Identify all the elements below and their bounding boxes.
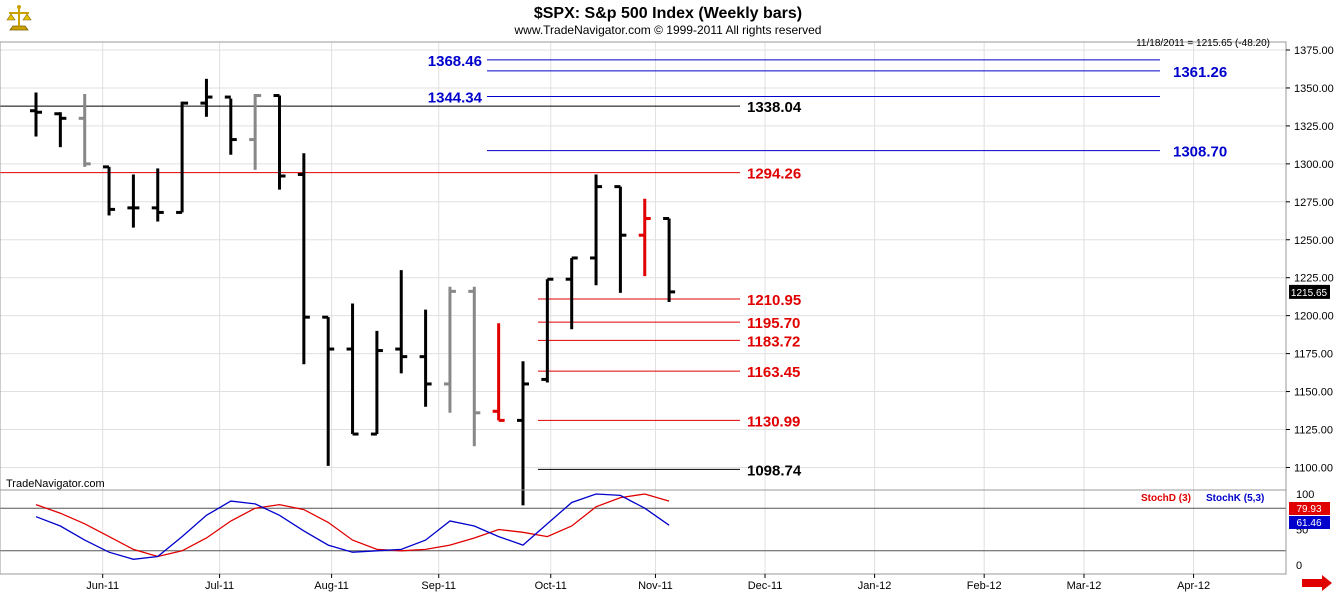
month-tick-label: Mar-12 [1067,580,1102,592]
ohlc-bar [127,174,140,228]
month-tick-label: Dec-11 [748,580,783,592]
month-tick-label: Aug-11 [314,580,349,592]
ohlc-bar [346,303,359,436]
level-lines: 1368.46 1361.26 1344.34 1338.04 1308.70 1294.… [0,53,1227,479]
svg-text:61.46: 61.46 [1296,518,1321,529]
ohlc-bar [103,165,116,216]
level-label: 1368.46 [428,53,482,70]
ohlc-bar [176,101,189,214]
level-label: 1098.74 [747,462,802,479]
month-tick-label: Jul-11 [205,580,234,592]
month-tick-label: Nov-11 [638,580,673,592]
ohlc-bar [249,94,262,170]
ohlc-bar [590,174,603,286]
level-label: 1195.70 [747,315,800,332]
price-tick-label: 1375.00 [1294,45,1334,57]
ohlc-bar [517,361,529,506]
last-info: 11/18/2011 = 1215.65 (-48.20) [1136,38,1270,49]
level-label: 1361.26 [1173,64,1227,81]
price-tick-label: 1325.00 [1294,121,1334,133]
chart-subtitle: www.TradeNavigator.com © 1999-2011 All r… [514,23,822,37]
ohlc-bar [638,198,651,277]
ohlc-bar [273,94,286,190]
ohlc-bar [541,277,554,383]
stochD-value-tag: 79.93 [1289,502,1330,515]
ohlc-bar [614,185,627,293]
ohlc-bar [443,286,456,413]
month-tick-label: Sep-11 [421,580,456,592]
month-tick-label: Feb-12 [967,580,1002,592]
price-panel-frame [0,41,1287,491]
ohlc-bar [30,92,42,137]
ohlc-bars [30,78,676,506]
ohlc-bar [395,270,408,374]
stochK-legend: StochK (5,3) [1206,493,1264,504]
svg-text:1215.65: 1215.65 [1291,288,1328,299]
chart-title: $SPX: S&p 500 Index (Weekly bars) [534,5,802,22]
watermark: TradeNavigator.com [6,478,105,490]
ohlc-bar [78,94,91,167]
price-tick-label: 1350.00 [1294,83,1334,95]
month-tick-label: Apr-12 [1177,580,1210,592]
price-tick-label: 1100.00 [1294,462,1333,474]
last-price-tag: 1215.65 [1289,284,1330,299]
ohlc-bar [565,256,578,330]
axes: 1100.00 1125.00 1150.00 1175.00 1200.00 1225.… [0,41,1334,592]
ohlc-bar [54,112,67,148]
ohlc-bar [663,216,676,302]
svg-text:79.93: 79.93 [1296,504,1321,515]
stochD-legend: StochD (3) [1141,493,1191,504]
level-label: 1338.04 [747,99,802,116]
ohlc-bar [419,309,432,407]
ohlc-bar [200,78,213,117]
price-tick-label: 1175.00 [1294,349,1333,361]
level-label: 1210.95 [747,292,801,309]
price-tick-label: 1300.00 [1294,159,1334,171]
level-label: 1130.99 [747,413,800,430]
stochK-line [35,493,670,560]
price-tick-label: 1250.00 [1294,235,1334,247]
gridlines [0,42,1286,574]
price-tick-label: 1150.00 [1294,387,1333,399]
month-tick-label: Jan-12 [858,580,892,592]
price-tick-label: 1125.00 [1294,425,1333,437]
level-label: 1294.26 [747,166,801,183]
ohlc-bar [224,95,237,155]
ohlc-bar [297,153,310,365]
level-label: 1163.45 [747,364,800,381]
stochD-line [35,493,670,558]
level-label: 1344.34 [428,90,483,107]
stochK-value-tag: 61.46 [1289,516,1330,529]
scroll-right-arrow-icon[interactable] [1302,575,1332,591]
price-tick-label: 1275.00 [1294,197,1334,209]
logo-scale-icon [6,4,32,34]
level-label: 1308.70 [1173,144,1227,161]
ohlc-bar [370,330,383,436]
stoch-tick-label: 0 [1296,560,1302,572]
price-tick-label: 1225.00 [1294,273,1334,285]
month-tick-label: Oct-11 [535,580,567,592]
price-tick-label: 1200.00 [1294,311,1334,323]
month-tick-label: Jun-11 [86,580,119,592]
stochastic-panel [35,493,670,560]
ohlc-bar [468,286,481,447]
ohlc-bar [492,323,505,422]
ohlc-bar [151,168,164,222]
stoch-panel-frame [0,489,1287,575]
stoch-tick-label: 100 [1296,489,1314,501]
ohlc-bar [322,315,335,466]
level-label: 1183.72 [747,333,800,350]
